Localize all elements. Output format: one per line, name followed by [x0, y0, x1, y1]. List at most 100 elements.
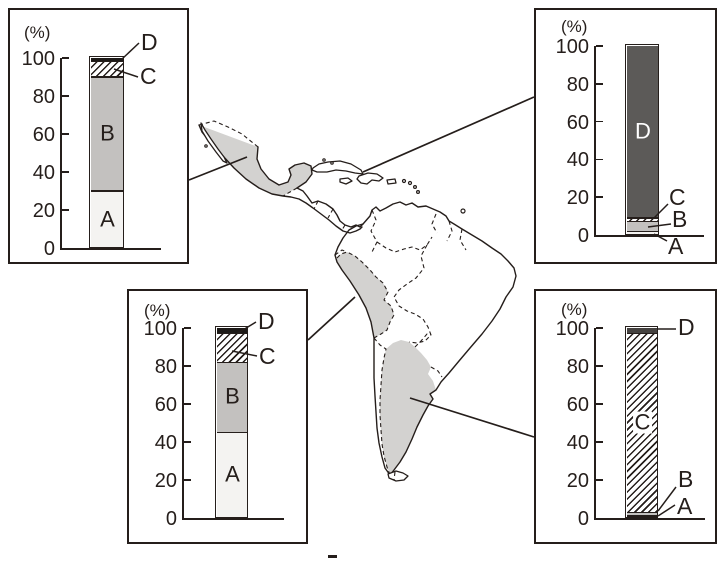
callout-label-C: C	[140, 63, 157, 89]
in-bar-segment-label-D: D	[635, 118, 651, 144]
callout-pointer-line-A	[657, 504, 676, 517]
segment-divider	[217, 431, 248, 434]
y-axis-unit-label: (%)	[24, 23, 51, 42]
callout-pointer-line-B	[657, 486, 677, 512]
y-axis-tick-label: 60	[154, 394, 177, 416]
y-axis-tick-label: 100	[143, 318, 177, 340]
y-axis-unit-label: (%)	[561, 300, 588, 319]
segment-divider	[91, 76, 124, 78]
y-axis-tick	[596, 327, 603, 329]
segment-divider	[91, 61, 124, 63]
y-axis-tick-label: 100	[21, 48, 55, 70]
bar-segment-C	[627, 217, 659, 222]
tierra-del-fuego-island	[387, 470, 409, 482]
callout-label-D: D	[678, 314, 695, 340]
bar-segment-A	[627, 231, 659, 235]
chart-panel-bottom-right: (%) 0 20 40 60 80 100 C D B A	[534, 289, 717, 544]
lesser-antilles-islet	[401, 178, 407, 184]
brazil-bolivia-border	[393, 244, 432, 344]
connector-line-mexico	[188, 156, 248, 181]
in-bar-segment-label-B: B	[100, 120, 115, 146]
y-axis-tick-label: 40	[566, 149, 589, 172]
bar-segment-D	[627, 328, 658, 334]
y-axis-tick-label: 100	[555, 36, 589, 58]
y-axis-tick-label: 40	[154, 432, 177, 454]
y-axis-tick-label: 80	[32, 86, 55, 108]
x-axis-baseline	[594, 235, 704, 237]
in-bar-segment-label-A: A	[225, 461, 240, 487]
y-axis-tick	[596, 45, 603, 47]
segment-divider	[217, 361, 248, 363]
chart-panel-bottom-left: (%) 0 20 40 60 80 100 A B D C	[127, 289, 308, 544]
y-axis-tick-label: 0	[165, 508, 177, 530]
y-axis-tick	[184, 365, 191, 367]
segment-divider	[91, 190, 124, 192]
suriname-border	[446, 220, 453, 242]
y-axis-tick	[62, 209, 69, 211]
bar-segment-A	[627, 516, 658, 518]
caption-fragment-mark	[328, 555, 337, 558]
y-axis-line	[60, 58, 62, 248]
callout-label-D: D	[258, 308, 275, 334]
y-axis-tick-label: 80	[154, 356, 177, 378]
callout-label-C: C	[669, 184, 686, 210]
south-america-region	[335, 202, 516, 475]
y-axis-tick-label: 60	[566, 394, 589, 416]
callout-label-A: A	[677, 493, 693, 519]
lesser-antilles-islet	[416, 190, 421, 195]
bar-segment-B	[91, 77, 124, 191]
tierra-del-fuego-border	[393, 471, 396, 481]
y-axis-tick	[596, 83, 603, 85]
argentina-region	[380, 340, 436, 475]
bar-segment-D	[627, 46, 659, 218]
y-axis-unit-label: (%)	[144, 301, 171, 320]
x-axis-baseline	[60, 248, 161, 250]
y-axis-unit-label: (%)	[561, 17, 588, 36]
y-axis-tick	[596, 479, 603, 481]
uruguay-border	[430, 366, 443, 378]
y-axis-tick	[62, 95, 69, 97]
callout-label-D: D	[141, 29, 158, 55]
y-axis-tick	[62, 57, 69, 59]
y-axis-tick-label: 60	[566, 111, 589, 134]
bar-segment-D	[91, 58, 124, 62]
y-axis-line	[594, 328, 596, 518]
y-axis-tick	[596, 120, 603, 123]
mexico-guatemala-border	[282, 187, 298, 197]
lesser-antilles-islet	[413, 185, 418, 190]
y-axis-tick	[184, 327, 191, 329]
bar-segment-C	[627, 333, 658, 513]
y-axis-tick	[596, 158, 603, 161]
us-mexico-border	[198, 120, 259, 148]
mexico-region	[199, 125, 312, 196]
callout-label-B: B	[678, 466, 694, 492]
in-bar-segment-label-C: C	[632, 409, 653, 435]
bahamas-islet	[330, 161, 334, 165]
y-axis-tick	[184, 403, 191, 405]
peru-border	[336, 251, 395, 339]
callout-label-C: C	[259, 343, 276, 369]
connector-line-peru	[307, 296, 356, 341]
central-america-borders	[313, 200, 346, 231]
y-axis-tick	[184, 479, 191, 481]
y-axis-tick	[62, 133, 69, 135]
y-axis-tick	[62, 171, 69, 173]
bar-segment-B	[217, 362, 248, 433]
y-axis-tick-label: 0	[577, 508, 589, 530]
ecuador-border	[334, 249, 348, 256]
lesser-antilles-islet	[407, 180, 413, 186]
segment-divider	[627, 333, 658, 335]
segment-divider	[627, 221, 659, 223]
y-axis-tick-label: 80	[566, 356, 589, 378]
y-axis-tick-label: 20	[566, 187, 589, 210]
gulf-of-california-islet	[204, 144, 208, 148]
y-axis-tick	[184, 441, 191, 443]
y-axis-line	[182, 328, 184, 518]
south-america-coastline	[334, 201, 517, 476]
y-axis-tick-label: 40	[32, 162, 55, 184]
segment-divider	[627, 230, 659, 232]
y-axis-tick-label: 20	[32, 200, 55, 222]
hispaniola-island	[356, 172, 384, 185]
